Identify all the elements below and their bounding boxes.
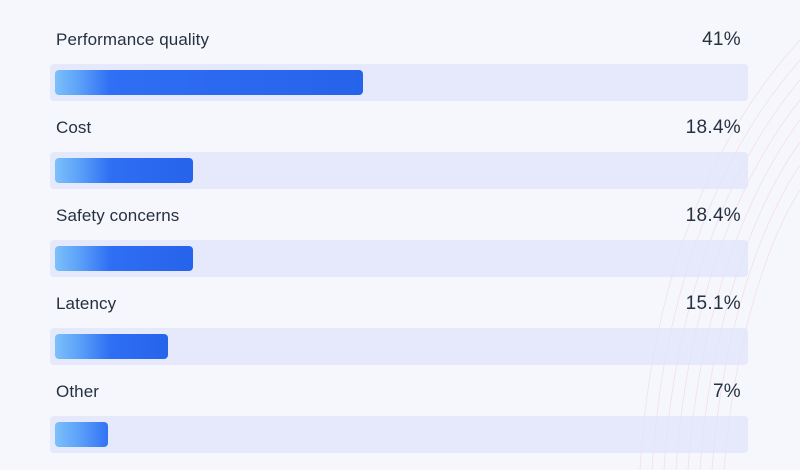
bar-row: Latency 15.1% [0,264,800,365]
bar-row: Performance quality 41% [0,0,800,101]
value-label: 41% [702,29,741,50]
bar-fill [55,422,108,447]
bar-fill [55,158,193,183]
bar-track [50,328,748,365]
category-label: Latency [56,294,117,313]
value-label: 18.4% [685,117,741,138]
bar-fill [55,70,363,95]
value-label: 7% [712,381,741,402]
category-label: Other [56,382,100,401]
bar-row: Other 7% [0,352,800,453]
bar-fill [55,246,193,271]
category-label: Cost [56,118,92,137]
bar-track [50,64,748,101]
category-label: Performance quality [56,30,210,49]
bar-row: Cost 18.4% [0,88,800,189]
bar-track [50,240,748,277]
value-label: 15.1% [685,293,741,314]
category-label: Safety concerns [56,206,180,225]
bar-track [50,416,748,453]
bar-track [50,152,748,189]
bar-row: Safety concerns 18.4% [0,176,800,277]
value-label: 18.4% [685,205,741,226]
bar-fill [55,334,168,359]
